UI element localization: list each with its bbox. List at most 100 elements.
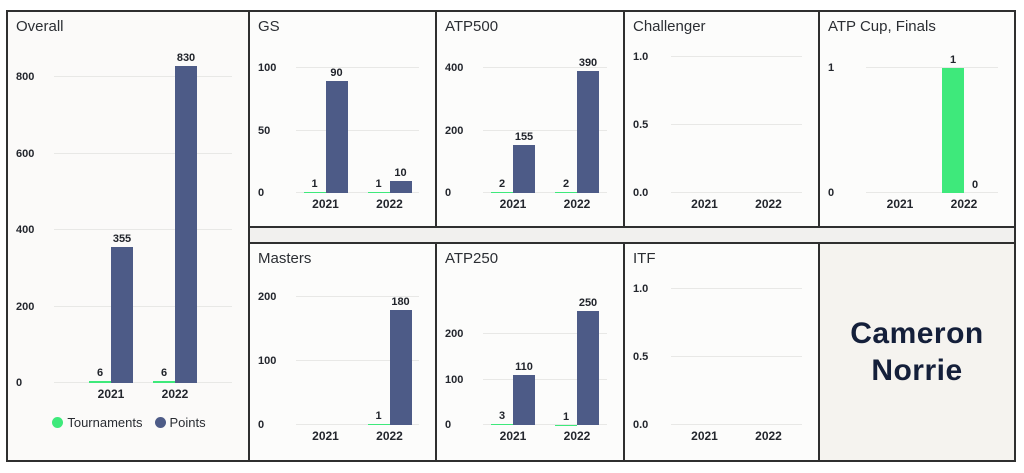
bar-group-2021: 3 110 (491, 275, 535, 425)
gridline (296, 360, 419, 362)
x-axis: 2021 2022 (483, 429, 607, 443)
bar-tournaments-2021[interactable] (303, 191, 326, 193)
bar-tournaments-2022[interactable] (555, 192, 577, 193)
x-axis-label-2021: 2021 (312, 197, 339, 211)
bar-tournaments-2021[interactable] (89, 380, 111, 383)
bar-slot: 1 (303, 43, 326, 193)
bar-slot (747, 43, 769, 193)
bar-value-label: 10 (394, 166, 407, 179)
panel-atp500: ATP500 0 200 400 2 155 2 390 2021 2022 (437, 12, 623, 226)
bar-value-label: 1 (311, 177, 318, 190)
x-axis: 2021 2022 (296, 197, 419, 211)
x-axis: 2021 2022 (671, 197, 802, 211)
y-tick-label: 1 (828, 62, 835, 74)
panel-overall: Overall 0 200 400 600 800 6 355 6 830 2021 2022 Tour… (8, 12, 248, 460)
legend-dot-tournaments (52, 417, 64, 428)
bar-slot (326, 275, 348, 425)
gridline (483, 192, 607, 193)
x-axis-label-2022: 2022 (563, 197, 591, 211)
bar-value-label: 355 (112, 233, 132, 246)
bar-points-2022[interactable] (389, 180, 412, 193)
bar-points-2022[interactable] (577, 71, 599, 193)
bar-slot: 6 (89, 43, 111, 383)
player-name: Cameron Norrie (850, 316, 984, 388)
bar-points-2021[interactable] (111, 247, 133, 383)
bar-slot: 180 (389, 275, 412, 425)
chart-title: GS (258, 18, 280, 35)
gridline (54, 76, 232, 78)
bar-tournaments-2022[interactable] (367, 191, 390, 193)
chart-title: ATP250 (445, 250, 499, 267)
bar-group-2021: 6 355 (89, 43, 133, 383)
bar-group-2021 (304, 275, 348, 425)
panel-gs: GS 0 50 100 1 90 1 10 2021 2022 (250, 12, 435, 226)
bar-slot: 1 (367, 43, 390, 193)
bar-groups (671, 275, 802, 425)
bar-points-2021[interactable] (513, 144, 535, 193)
bar-slot: 390 (577, 43, 599, 193)
legend-label: Points (169, 415, 206, 430)
y-tick-label: 0 (828, 187, 835, 199)
bar-slot (747, 275, 769, 425)
bar-slot (683, 275, 705, 425)
bar-tournaments-2022[interactable] (367, 424, 390, 425)
gridline (483, 129, 607, 131)
plot-area: 0 100 200 1 180 (258, 275, 419, 431)
bar-value-label: 155 (514, 130, 534, 143)
bar-group-2021 (683, 275, 727, 425)
y-tick-label: 0 (445, 419, 452, 431)
bar-value-label: 2 (498, 178, 506, 191)
y-tick-label: 0 (258, 187, 265, 199)
legend-points[interactable]: Points (154, 415, 206, 430)
bar-value-label: 1 (375, 410, 382, 423)
x-axis-label-2021: 2021 (886, 197, 914, 211)
bar-points-2021[interactable] (325, 80, 348, 193)
bar-value-label: 0 (971, 179, 979, 191)
x-axis: 2021 2022 (866, 197, 998, 211)
legend-dot-points (154, 417, 166, 428)
x-axis-label-2021: 2021 (97, 387, 125, 401)
gridline (483, 333, 607, 335)
gridline (483, 424, 607, 425)
bar-slot: 6 (153, 43, 175, 383)
bar-points-2022[interactable] (175, 65, 197, 383)
bar-value-label: 250 (578, 297, 598, 310)
chart-title: Challenger (633, 18, 706, 35)
bar-group-2022: 2 390 (555, 43, 599, 193)
gridline (296, 424, 419, 425)
legend-tournaments[interactable]: Tournaments (52, 415, 143, 430)
bar-slot (878, 43, 900, 193)
y-tick-label: 100 (445, 373, 464, 386)
bar-value-label: 180 (391, 296, 410, 309)
bar-slot: 0 (964, 43, 986, 193)
bar-points-2022[interactable] (389, 310, 412, 425)
x-axis-label-2021: 2021 (499, 429, 527, 443)
bar-group-2021: 1 90 (303, 43, 348, 193)
bar-slot: 2 (491, 43, 513, 193)
bar-value-label: 1 (949, 54, 957, 66)
y-tick-label: 1.0 (633, 282, 649, 295)
plot-area: 0 200 400 2 155 2 390 (445, 43, 607, 199)
gridline (296, 67, 419, 68)
bar-slot (705, 275, 727, 425)
panel-itf: ITF 0.0 0.5 1.0 2021 2022 (625, 244, 818, 460)
bar-group-2021 (878, 43, 922, 193)
bar-value-label: 1 (562, 410, 570, 423)
chart-title: ATP500 (445, 18, 499, 35)
bar-points-2022[interactable] (577, 311, 599, 425)
bar-groups: 1 180 (296, 275, 419, 425)
bar-tournaments-2021[interactable] (491, 423, 513, 425)
y-tick-label: 100 (258, 62, 277, 74)
spacer-strip (250, 228, 1014, 242)
x-axis-label-2022: 2022 (376, 429, 403, 443)
bar-tournaments-2022[interactable] (942, 68, 964, 193)
bar-group-2021 (683, 43, 727, 193)
x-axis-label-2021: 2021 (691, 197, 718, 211)
bar-groups: 1 90 1 10 (296, 43, 419, 193)
x-axis-label-2022: 2022 (755, 197, 782, 211)
bar-groups: 6 355 6 830 (54, 43, 232, 383)
bar-tournaments-2022[interactable] (153, 380, 175, 383)
bar-tournaments-2021[interactable] (491, 192, 513, 193)
bar-points-2021[interactable] (513, 375, 535, 425)
